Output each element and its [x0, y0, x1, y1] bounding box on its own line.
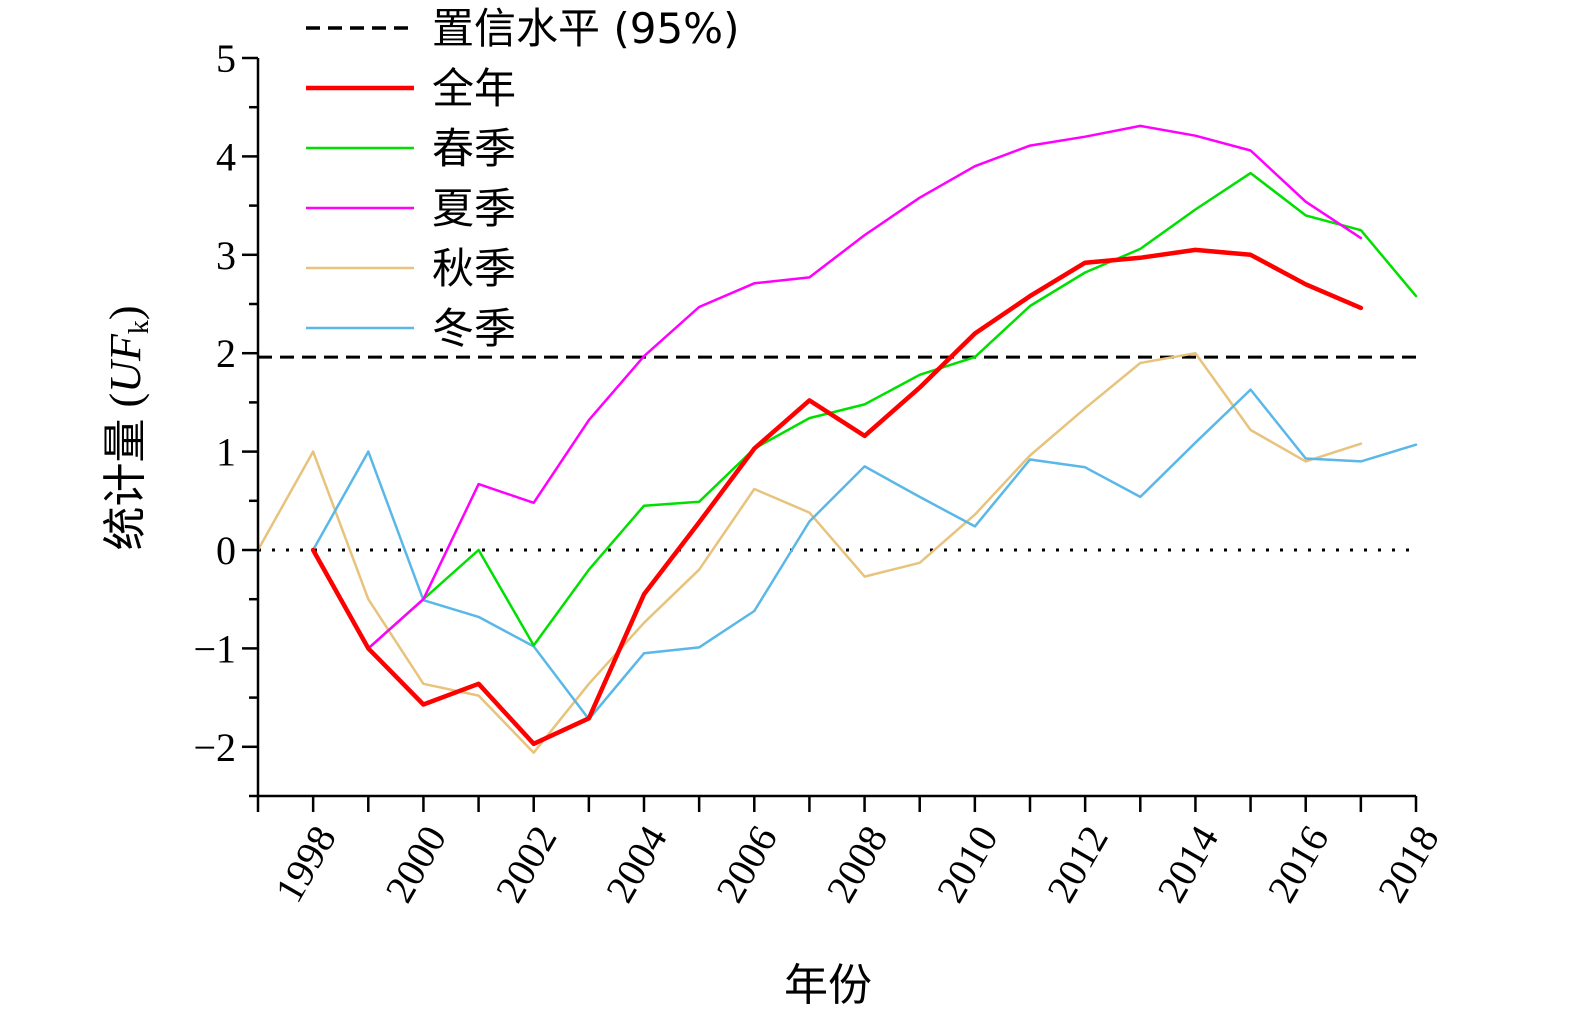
legend-label: 置信水平 (95%) [432, 4, 739, 53]
x-tick-label: 2012 [1038, 818, 1117, 910]
y-tick-label: 2 [216, 331, 236, 376]
y-axis-title-paren-open: ( [101, 393, 150, 419]
y-tick-label: 1 [216, 430, 236, 475]
series-line-4 [256, 351, 1363, 754]
y-tick-label: 4 [216, 134, 236, 179]
y-tick-label: 0 [216, 528, 236, 573]
legend-label: 全年 [432, 64, 516, 113]
x-tick-label: 2014 [1148, 818, 1227, 910]
legend-label: 冬季 [432, 304, 516, 353]
data-series [256, 124, 1418, 754]
legend-label: 秋季 [432, 244, 516, 293]
x-tick-label: 2008 [817, 818, 896, 910]
y-axis-title-var: UF [101, 333, 150, 393]
y-tick-label: −2 [193, 725, 236, 770]
x-tick-label: 2004 [597, 818, 676, 910]
x-tick-label: 2002 [487, 818, 566, 910]
series-line-3 [311, 124, 1363, 650]
x-tick-label: 2018 [1369, 818, 1448, 910]
x-tick-label: 2006 [707, 818, 786, 910]
x-tick-label: 2000 [376, 818, 455, 910]
y-axis-title-paren-close: ) [101, 306, 150, 321]
x-axis-ticks: 1998 2000 2002 2004 2006 2008 2010 2012 2014 2016… [256, 796, 1448, 910]
legend-label: 夏季 [432, 184, 516, 233]
series-line-5 [311, 388, 1418, 721]
x-tick-label: 2016 [1259, 818, 1338, 910]
x-tick-label: 2010 [928, 818, 1007, 910]
y-tick-label: −1 [193, 626, 236, 671]
series-line-2 [311, 171, 1418, 650]
y-tick-label: 3 [216, 233, 236, 278]
x-tick-label: 1998 [266, 818, 345, 910]
series-line-1 [310, 247, 1364, 747]
y-axis-ticks: −2 −1 0 1 2 3 4 5 [193, 36, 258, 798]
legend-label: 春季 [432, 124, 516, 173]
y-tick-label: 5 [216, 36, 236, 81]
y-axis-title-sub: k [124, 320, 155, 334]
y-axis-title: 统计量 (UFk) [100, 306, 155, 551]
reference-lines [258, 355, 1416, 552]
y-axis-title-main: 统计量 [100, 418, 151, 550]
x-axis-title: 年份 [784, 960, 872, 1011]
